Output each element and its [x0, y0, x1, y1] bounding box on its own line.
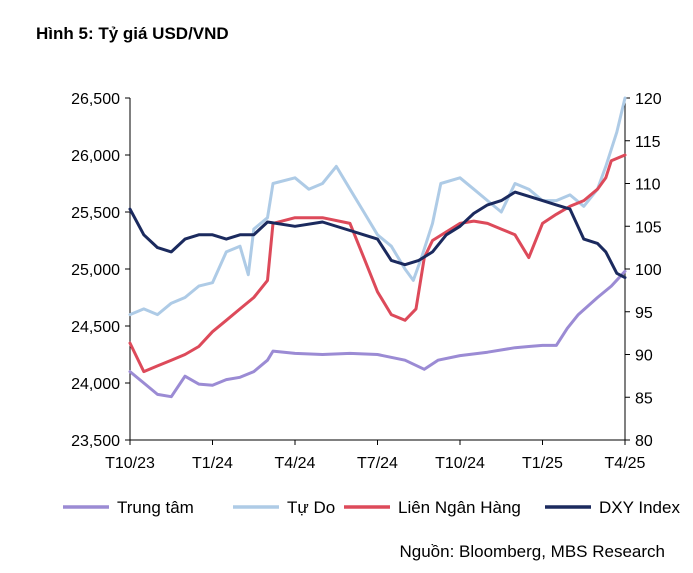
y-left-tick-label: 24,000: [71, 376, 120, 393]
x-tick-label: T1/25: [522, 455, 563, 472]
y-left-tick-label: 26,000: [71, 148, 120, 165]
series-line-3: [128, 190, 627, 280]
y-right-tick-label: 80: [635, 433, 653, 450]
series-lines: [128, 96, 627, 399]
y-left-tick-label: 25,500: [71, 205, 120, 222]
y-right-tick-label: 90: [635, 348, 653, 365]
y-right-tick-label: 105: [635, 219, 662, 236]
legend: Trung tâm Tự Do Liên Ngân Hàng DXY Index: [63, 498, 680, 517]
y-left-tick-label: 25,000: [71, 262, 120, 279]
source-note: Nguồn: Bloomberg, MBS Research: [399, 542, 665, 561]
chart-title: Hình 5: Tỷ giá USD/VND: [36, 24, 229, 43]
series-line-2: [128, 153, 627, 374]
x-tick-label: T7/24: [357, 455, 398, 472]
legend-label-3: DXY Index: [599, 498, 680, 517]
x-tick-label: T1/24: [192, 455, 233, 472]
legend-label-1: Tự Do: [287, 498, 335, 517]
y-right-tick-label: 115: [635, 134, 661, 151]
x-tick-label: T4/24: [275, 455, 316, 472]
y-right-tick-label: 85: [635, 390, 653, 407]
legend-label-0: Trung tâm: [117, 498, 194, 517]
axes: 23,500 24,000 24,500 25,000 25,500 26,000 26,5…: [71, 91, 662, 472]
y-right-tick-label: 110: [635, 177, 661, 194]
legend-label-2: Liên Ngân Hàng: [398, 498, 521, 517]
y-left-tick-label: 26,500: [71, 91, 120, 108]
x-tick-label: T10/24: [435, 455, 485, 472]
series-line-1: [128, 96, 627, 317]
series-line-0: [128, 269, 627, 399]
y-left-tick-label: 23,500: [71, 433, 120, 450]
y-right-tick-label: 100: [635, 262, 662, 279]
y-right-tick-label: 95: [635, 305, 653, 322]
y-left-tick-label: 24,500: [71, 319, 120, 336]
y-right-tick-label: 120: [635, 91, 662, 108]
x-tick-label: T4/25: [605, 455, 646, 472]
x-tick-label: T10/23: [105, 455, 155, 472]
